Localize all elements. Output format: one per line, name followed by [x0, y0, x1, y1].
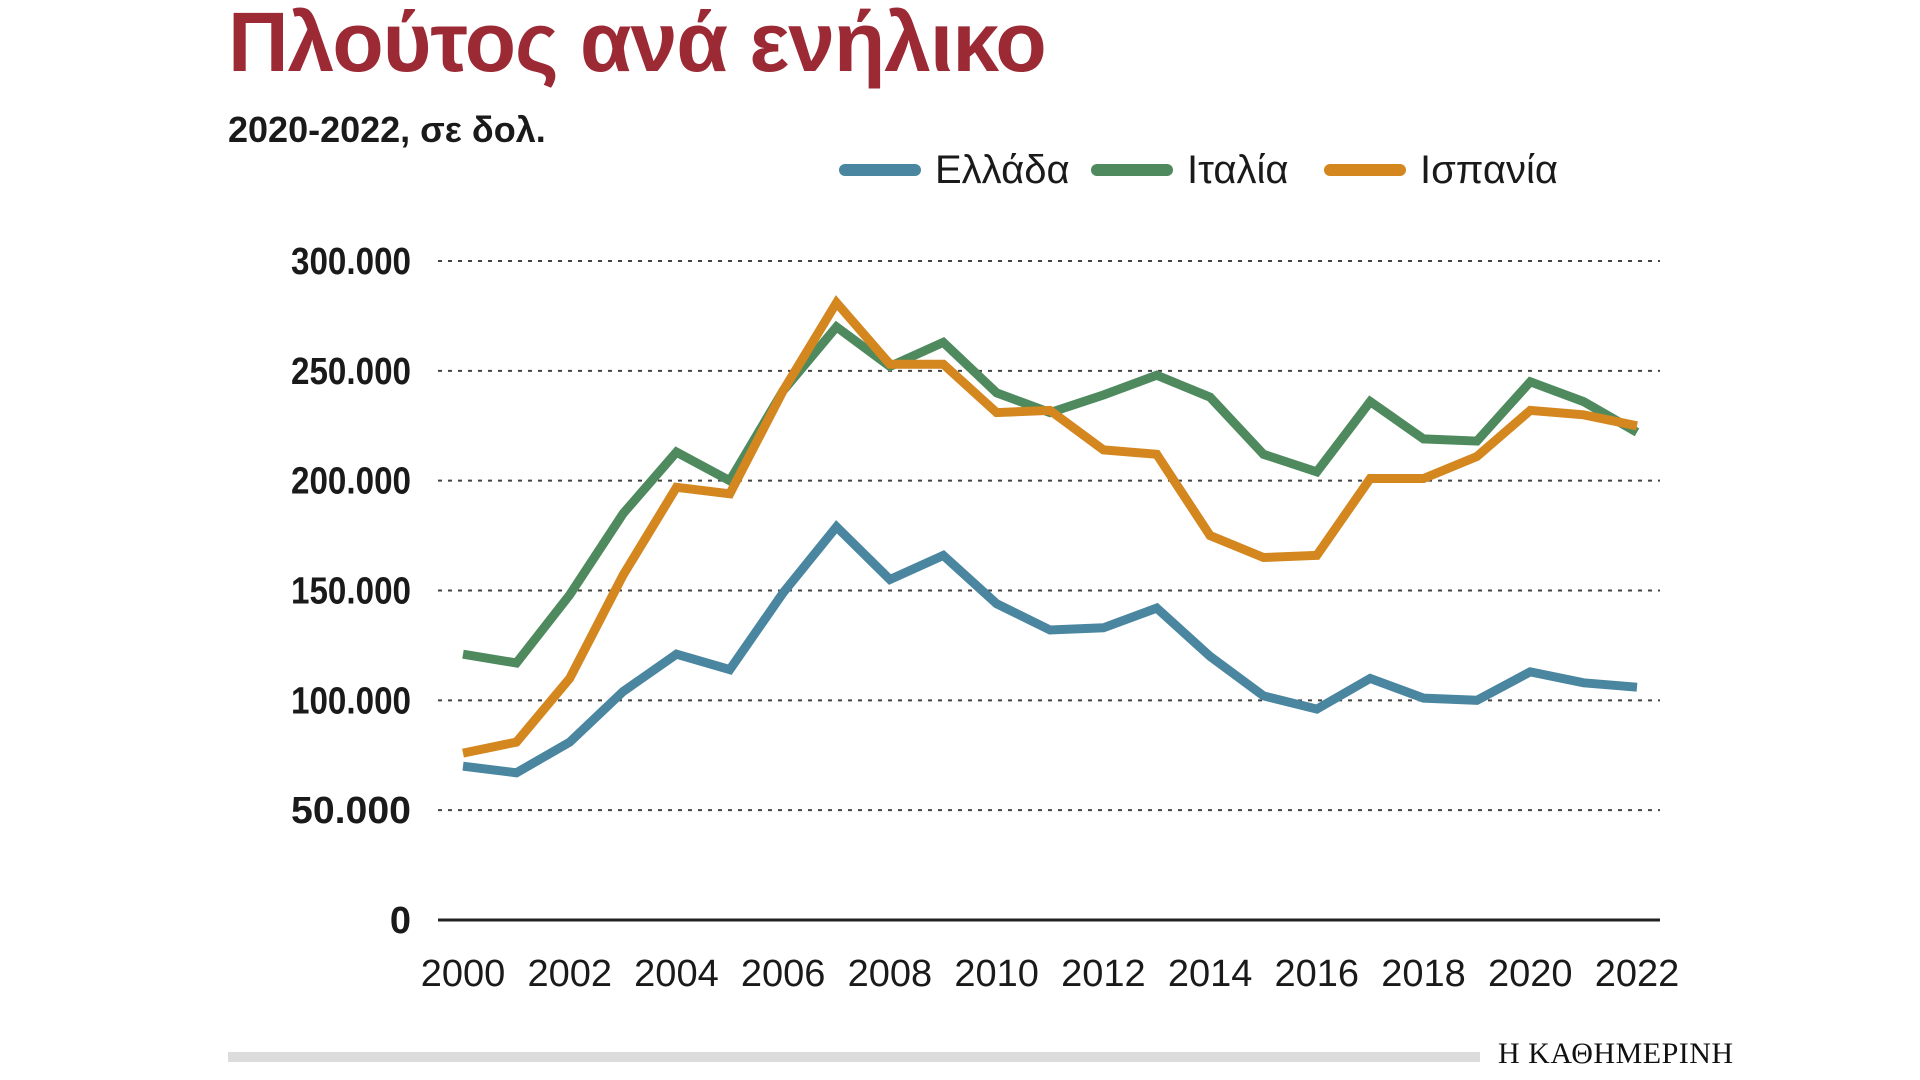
- x-tick-label: 2000: [421, 953, 506, 995]
- legend-label: Ιταλία: [1187, 148, 1288, 192]
- series-lines: [462, 295, 1640, 778]
- y-tick-label: 250.000: [291, 351, 411, 393]
- source-label: Η ΚΑΘΗΜΕΡΙΝΗ: [1498, 1037, 1734, 1070]
- y-axis-ticks: 0 50.000 100.000 150.000 200.000 250.000 300.0…: [291, 241, 411, 942]
- y-tick-label: 100.000: [291, 680, 411, 722]
- x-tick-label: 2006: [741, 953, 826, 995]
- footer-bar: [228, 1052, 1480, 1062]
- x-tick-label: 2012: [1061, 953, 1146, 995]
- x-tick-label: 2020: [1488, 953, 1573, 995]
- legend-label: Ισπανία: [1420, 148, 1558, 192]
- x-tick-label: 2002: [527, 953, 612, 995]
- legend-item-spain: Ισπανία: [1324, 148, 1558, 192]
- x-tick-label: 2008: [848, 953, 933, 995]
- x-tick-label: 2022: [1595, 953, 1680, 995]
- y-tick-label: 50.000: [291, 790, 411, 832]
- x-tick-label: 2014: [1168, 953, 1253, 995]
- y-tick-label: 150.000: [291, 571, 411, 613]
- series-line-spain: [462, 295, 1638, 758]
- legend: Ελλάδα Ιταλία Ισπανία: [839, 148, 1558, 192]
- x-tick-label: 2018: [1381, 953, 1466, 995]
- x-axis-ticks: 2000 2002 2004 2006 2008 2010 2012 2014 2016 2018…: [421, 953, 1680, 995]
- legend-item-italy: Ιταλία: [1091, 148, 1288, 192]
- grid-lines: [438, 260, 1660, 812]
- series-line-greece: [462, 520, 1638, 778]
- chart-title: Πλούτος ανά ενήλικο: [228, 0, 1047, 89]
- chart-subtitle: 2020-2022, σε δολ.: [228, 109, 546, 150]
- series-line-italy: [462, 320, 1640, 668]
- y-tick-label: 200.000: [291, 461, 411, 503]
- legend-label: Ελλάδα: [935, 148, 1070, 192]
- y-tick-label: 300.000: [291, 241, 411, 283]
- x-tick-label: 2016: [1275, 953, 1360, 995]
- x-tick-label: 2010: [954, 953, 1039, 995]
- y-tick-label: 0: [390, 900, 411, 942]
- x-tick-label: 2004: [634, 953, 719, 995]
- legend-item-greece: Ελλάδα: [839, 148, 1070, 192]
